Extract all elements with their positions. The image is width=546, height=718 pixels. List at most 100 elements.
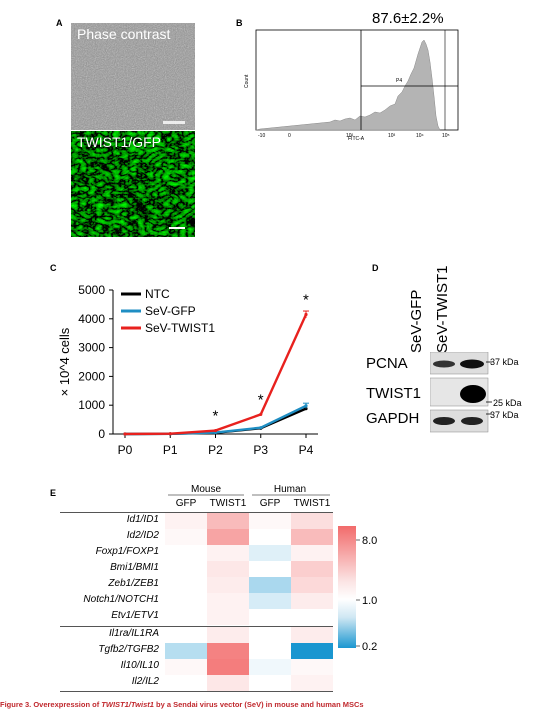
flow-percentage: 87.6±2.2% xyxy=(372,10,444,27)
heatmap-cell xyxy=(249,675,291,691)
flow-x-tick: 10⁴ xyxy=(416,133,424,139)
panel-b-letter: B xyxy=(236,18,243,28)
heatmap-cell xyxy=(165,513,207,529)
blot-row-gapdh: GAPDH xyxy=(366,410,420,427)
band-pcna-twist1 xyxy=(460,359,484,369)
heatmap-divider xyxy=(60,691,333,692)
heatmap-cell xyxy=(207,513,249,529)
scale-bar xyxy=(169,227,185,229)
marker-25kda: 25 kDa xyxy=(493,398,522,408)
significance-star: * xyxy=(258,391,264,408)
y-tick-label: 1000 xyxy=(78,398,105,412)
colorbar-tick-high: 8.0 xyxy=(362,535,377,547)
heatmap-row-label: Il2/IL2 xyxy=(131,676,159,687)
heatmap-cell xyxy=(165,593,207,609)
flow-histogram: P4 Count FITC-A -10 0 10² 10³ 10⁴ 10⁵ xyxy=(244,29,459,142)
x-tick-label: P1 xyxy=(163,443,178,457)
heatmap-cell xyxy=(291,659,333,675)
figure-caption: Figure 3. Overexpression of TWIST1/Twist… xyxy=(0,700,546,709)
heatmap-cell xyxy=(165,627,207,643)
heatmap-cell xyxy=(249,643,291,659)
phase-contrast-texture xyxy=(71,23,195,130)
y-tick-label: 2000 xyxy=(78,369,105,383)
heatmap-col-header: TWIST1 xyxy=(209,498,247,509)
heatmap-cell xyxy=(165,659,207,675)
heatmap-col-header: GFP xyxy=(259,498,281,509)
flow-x-tick: -10 xyxy=(258,133,265,139)
heatmap-cell xyxy=(207,659,249,675)
western-blot xyxy=(430,352,489,433)
heatmap-cell xyxy=(291,545,333,561)
heatmap-cell xyxy=(207,561,249,577)
gfp-label: TWIST1/GFP xyxy=(77,134,161,150)
heatmap-cell xyxy=(165,609,207,625)
heatmap-cell xyxy=(207,675,249,691)
caption-suffix: by a Sendai virus vector (SeV) in mouse … xyxy=(153,700,364,709)
heatmap-row-label: Etv1/ETV1 xyxy=(111,610,159,621)
marker-37kda-bottom: 37 kDa xyxy=(490,410,519,420)
blot-col-label-twist1: SeV-TWIST1 xyxy=(434,265,451,353)
y-axis-label: × 10^4 cells xyxy=(57,327,72,396)
heatmap-cell xyxy=(291,577,333,593)
heatmap-row-label: Zeb1/ZEB1 xyxy=(108,578,159,589)
heatmap-cell xyxy=(291,593,333,609)
heatmap-cell xyxy=(249,561,291,577)
flow-x-tick: 10⁵ xyxy=(442,133,450,139)
heatmap-row-label: Il10/IL10 xyxy=(120,660,159,671)
x-tick-label: P0 xyxy=(118,443,133,457)
heatmap-cell xyxy=(249,609,291,625)
x-tick-label: P2 xyxy=(208,443,223,457)
x-tick-label: P3 xyxy=(253,443,268,457)
caption-prefix: Figure 3. Overexpression of xyxy=(0,700,102,709)
significance-star: * xyxy=(213,408,219,425)
heatmap-cell xyxy=(291,561,333,577)
heatmap-cell xyxy=(249,545,291,561)
flow-histogram-fill xyxy=(255,39,441,131)
marker-37kda-top: 37 kDa xyxy=(490,357,519,367)
scale-bar xyxy=(163,121,185,124)
gfp-image: TWIST1/GFP xyxy=(71,131,195,237)
data-point xyxy=(123,432,127,436)
y-tick-label: 5000 xyxy=(78,283,105,297)
heatmap-cell xyxy=(165,561,207,577)
significance-star: * xyxy=(303,291,309,308)
panel-d-letter: D xyxy=(372,263,379,273)
heatmap-row-label: Tgfb2/TGFB2 xyxy=(98,644,159,655)
band-gapdh-twist1 xyxy=(461,417,483,425)
data-point xyxy=(213,428,218,433)
heatmap-cell xyxy=(165,529,207,545)
colorbar-tick-mid: 1.0 xyxy=(362,595,377,607)
panel-c-letter: C xyxy=(50,263,57,273)
heatmap-cell xyxy=(165,577,207,593)
data-point xyxy=(259,426,263,430)
y-tick-label: 4000 xyxy=(78,312,105,326)
group-human: Human xyxy=(273,484,307,495)
data-point xyxy=(304,407,308,411)
flow-x-ticks: -10 0 10² 10³ 10⁴ 10⁵ xyxy=(258,133,450,139)
blot-row-pcna: PCNA xyxy=(366,355,408,372)
legend-label: SeV-GFP xyxy=(145,304,196,318)
heatmap-cell xyxy=(249,513,291,529)
heatmap-divider xyxy=(60,626,333,627)
heatmap-row-label: Notch1/NOTCH1 xyxy=(83,594,159,605)
flow-x-tick: 0 xyxy=(288,133,291,139)
heatmap-cell xyxy=(207,593,249,609)
flow-ylabel: Count xyxy=(244,74,250,88)
gate-label: P4 xyxy=(396,78,402,84)
gfp-texture xyxy=(71,131,195,237)
heatmap-cell xyxy=(291,627,333,643)
heatmap-row-label: Il1ra/IL1RA xyxy=(108,628,159,639)
heatmap-cell xyxy=(291,529,333,545)
legend-label: SeV-TWIST1 xyxy=(145,321,215,335)
heatmap-cell xyxy=(207,545,249,561)
heatmap-cell xyxy=(249,577,291,593)
growth-line-chart: 0 1000 2000 3000 4000 5000 P0 P1 P2 P3 P4 × 10^4 ce… xyxy=(57,283,318,457)
heatmap-cell xyxy=(291,675,333,691)
data-point xyxy=(259,412,263,417)
flow-x-tick: 10³ xyxy=(388,133,396,139)
heatmap-cell xyxy=(165,643,207,659)
heatmap-cell xyxy=(207,643,249,659)
heatmap-cell xyxy=(249,529,291,545)
heatmap-cell xyxy=(165,545,207,561)
blot-col-label-gfp: SeV-GFP xyxy=(408,289,425,353)
